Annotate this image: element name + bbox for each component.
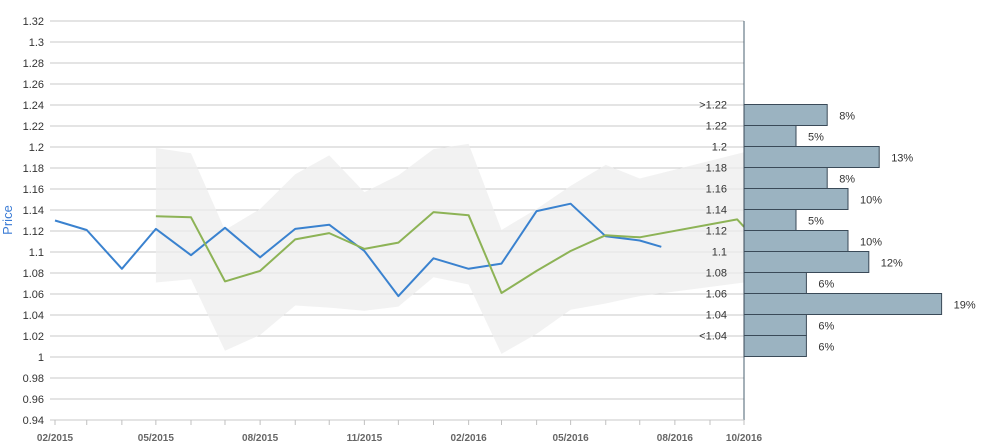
distribution-bar — [743, 272, 807, 294]
distribution-percent-label: 5% — [808, 132, 824, 144]
y-tick-label: 1.18 — [23, 163, 44, 175]
distribution-bar — [743, 146, 880, 168]
y-tick-label: 1.1 — [29, 247, 44, 259]
distribution-bin-label: 1.22 — [706, 121, 727, 133]
distribution-percent-label: 13% — [891, 153, 913, 165]
distribution-percent-label: 8% — [839, 174, 855, 186]
y-tick-label: 1.2 — [29, 142, 44, 154]
y-tick-label: 1.3 — [29, 37, 44, 49]
distribution-bars: >1.22 8% 1.22 5% 1.2 13% 1.18 8% 1.16 10% 1.14 5% 1.… — [699, 100, 976, 357]
y-tick-label: 1.22 — [23, 121, 44, 133]
distribution-bin-label: <1.04 — [699, 331, 727, 343]
x-tick-label: 08/2016 — [657, 433, 694, 444]
distribution-bin-label: 1.04 — [706, 310, 727, 322]
x-tick-label: 11/2015 — [347, 433, 383, 444]
distribution-bar — [743, 314, 807, 336]
distribution-percent-label: 10% — [860, 195, 882, 207]
distribution-percent-label: 6% — [818, 279, 834, 291]
y-tick-label: 1.14 — [23, 205, 44, 217]
y-tick-label: 1.26 — [23, 79, 44, 91]
distribution-bar — [743, 167, 828, 189]
actual-series-line — [54, 202, 662, 298]
y-tick-label: 1.04 — [23, 310, 44, 322]
distribution-bin-label: 1.06 — [706, 289, 727, 301]
distribution-bin-label: 1.08 — [706, 268, 727, 280]
distribution-bar — [743, 104, 828, 126]
confidence-band — [155, 143, 744, 354]
series-lines — [54, 202, 745, 298]
y-tick-label: 1 — [38, 352, 44, 364]
y-tick-label: 0.94 — [23, 415, 44, 427]
distribution-bar — [743, 335, 807, 357]
forecast-range-band — [155, 143, 744, 354]
x-tick-label: 02/2015 — [37, 433, 74, 444]
y-tick-labels: 0.94 0.96 0.98 1 1.02 1.04 1.06 1.08 1.1 1.12 1.14… — [23, 16, 44, 427]
y-tick-label: 0.98 — [23, 373, 44, 385]
distribution-bar — [743, 293, 943, 315]
distribution-percent-label: 6% — [818, 342, 834, 354]
y-tick-label: 1.24 — [23, 100, 44, 112]
y-tick-label: 1.06 — [23, 289, 44, 301]
distribution-percent-label: 5% — [808, 216, 824, 228]
y-axis-label: Price — [0, 205, 15, 235]
x-tick-label: 05/2015 — [138, 433, 175, 444]
y-tick-label: 1.28 — [23, 58, 44, 70]
distribution-bar — [743, 209, 797, 231]
distribution-bar — [743, 125, 797, 147]
x-tick-label: 10/2016 — [726, 433, 763, 444]
distribution-bin-label: 1.2 — [712, 142, 727, 154]
distribution-bin-label: 1.16 — [706, 184, 727, 196]
y-tick-label: 1.32 — [23, 16, 44, 28]
y-tick-label: 0.96 — [23, 394, 44, 406]
distribution-percent-label: 12% — [881, 258, 903, 270]
y-tick-label: 1.02 — [23, 331, 44, 343]
distribution-bin-label: 1.18 — [706, 163, 727, 175]
x-tick-label: 08/2015 — [242, 433, 279, 444]
distribution-percent-label: 10% — [860, 237, 882, 249]
y-tick-label: 1.16 — [23, 184, 44, 196]
x-tick-label: 02/2016 — [451, 433, 488, 444]
x-tick-label: 05/2016 — [553, 433, 590, 444]
distribution-bin-label: 1.14 — [706, 205, 727, 217]
distribution-bin-label: >1.22 — [699, 100, 727, 112]
x-tick-labels: 02/2015 05/2015 08/2015 11/2015 02/2016 05/20… — [37, 420, 763, 444]
distribution-bar — [743, 188, 849, 210]
distribution-bar — [743, 251, 870, 273]
y-tick-label: 1.12 — [23, 226, 44, 238]
distribution-percent-label: 8% — [839, 111, 855, 123]
distribution-bin-label: 1.1 — [712, 247, 727, 259]
distribution-bar — [743, 230, 849, 252]
y-tick-label: 1.08 — [23, 268, 44, 280]
forecast-series-line — [155, 211, 745, 294]
distribution-percent-label: 6% — [818, 321, 834, 333]
distribution-percent-label: 19% — [954, 300, 976, 312]
distribution-bin-label: 1.12 — [706, 226, 727, 238]
